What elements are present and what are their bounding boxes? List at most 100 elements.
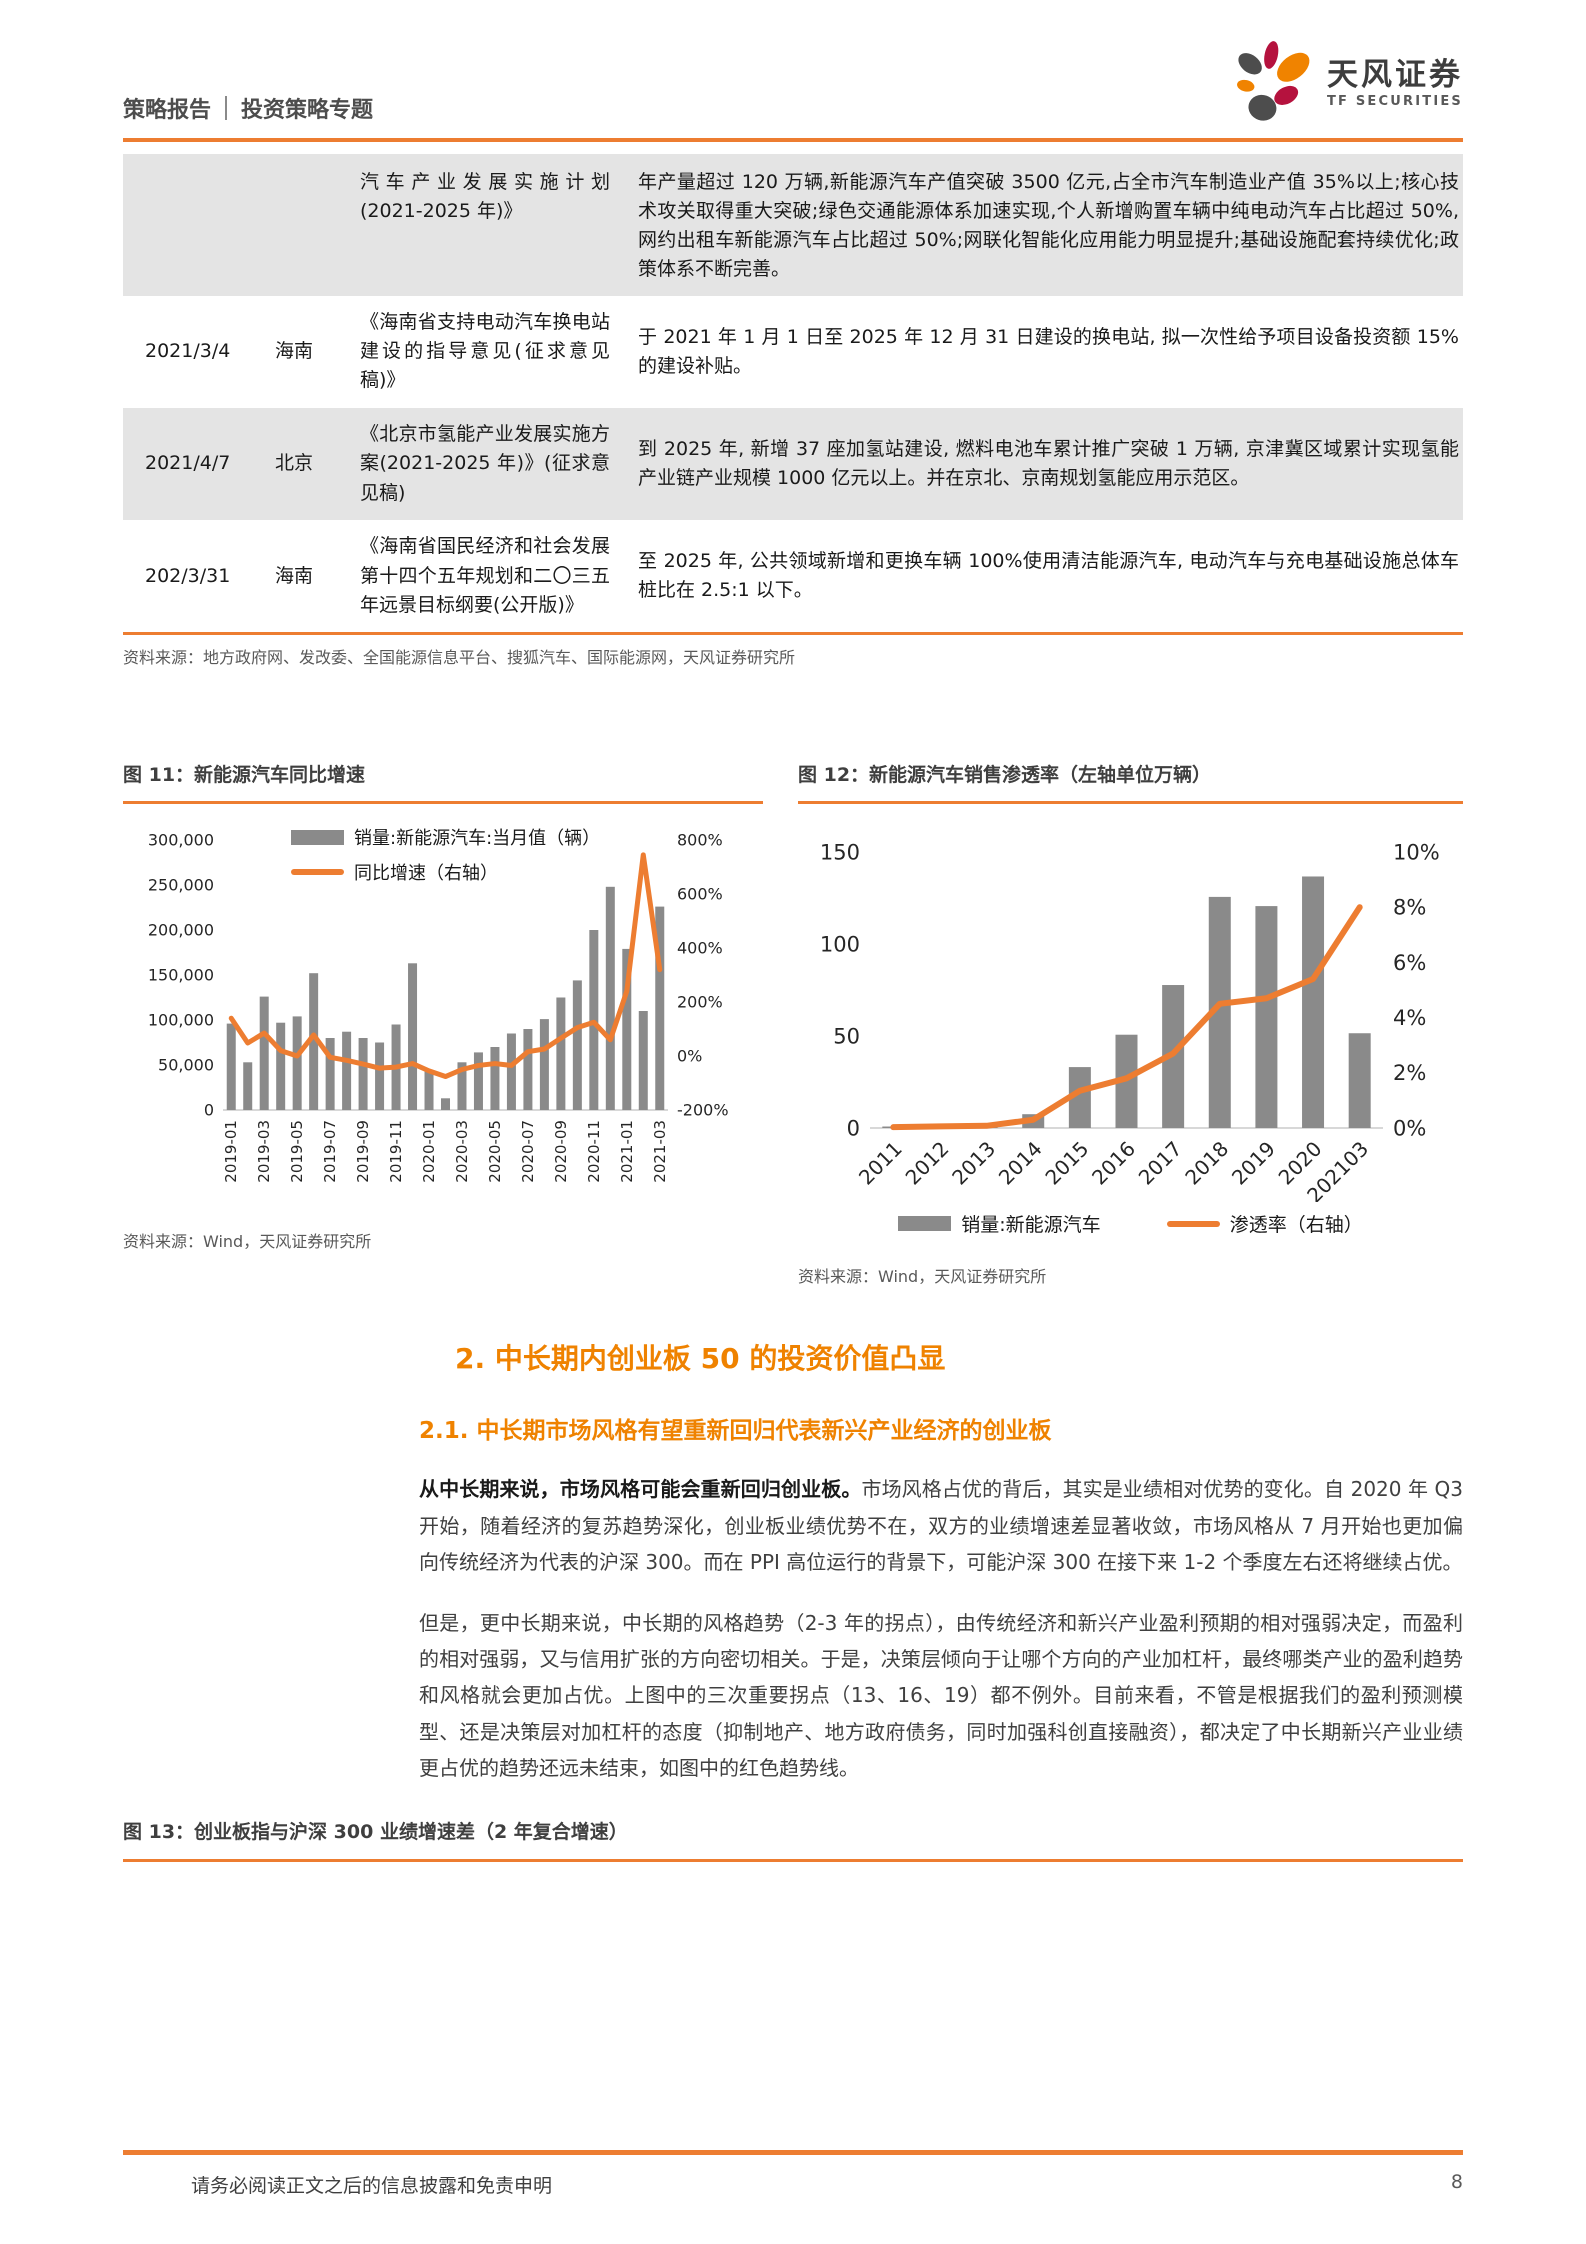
svg-text:200,000: 200,000	[148, 921, 214, 940]
svg-text:2%: 2%	[1393, 1062, 1426, 1086]
figure11-legend: 销量:新能源汽车:当月值（辆） 同比增速（右轴）	[291, 824, 600, 885]
legend-label: 渗透率（右轴）	[1229, 1214, 1363, 1237]
figure11-source: 资料来源：Wind，天风证券研究所	[123, 1232, 372, 1252]
paragraph-1-lead: 从中长期来说，市场风格可能会重新回归创业板。	[419, 1477, 862, 1502]
svg-text:2019-05: 2019-05	[288, 1120, 306, 1183]
svg-text:2019-11: 2019-11	[387, 1120, 405, 1183]
svg-text:2015: 2015	[1040, 1137, 1093, 1190]
svg-text:50,000: 50,000	[158, 1056, 214, 1075]
svg-text:4%: 4%	[1393, 1006, 1426, 1030]
svg-text:2019-09: 2019-09	[354, 1120, 372, 1183]
svg-text:0: 0	[847, 1117, 860, 1141]
svg-text:0%: 0%	[677, 1047, 702, 1066]
svg-text:300,000: 300,000	[148, 831, 214, 850]
page-footer: 请务必阅读正文之后的信息披露和免责申明 8	[123, 2150, 1463, 2198]
policy-detail: 到 2025 年, 新增 37 座加氢站建设, 燃料电池车累计推广突破 1 万辆…	[638, 438, 1459, 489]
figure11-chart-area: 0 50,000 100,000 150,000 200,000 250,000 300,0…	[123, 810, 763, 1202]
paragraph-1: 从中长期来说，市场风格可能会重新回归创业板。市场风格占优的背后，其实是业绩相对优…	[419, 1471, 1463, 1580]
legend-label: 销量:新能源汽车:当月值（辆）	[354, 828, 601, 850]
page-number: 8	[1450, 2171, 1463, 2193]
svg-text:2017: 2017	[1134, 1137, 1187, 1190]
bar-swatch	[898, 1216, 952, 1232]
policy-table: 汽车产业发展实施计划(2021-2025 年)》 年产量超过 120 万辆,新能…	[123, 154, 1463, 636]
brand-name-cn: 天风证券	[1326, 57, 1463, 94]
svg-text:10%: 10%	[1393, 841, 1440, 865]
svg-text:250,000: 250,000	[148, 876, 214, 895]
svg-text:100,000: 100,000	[148, 1011, 214, 1030]
policy-date	[123, 154, 255, 178]
figure-12: 图 12：新能源汽车销售渗透率（左轴单位万辆） 0 50 100 150 0% 2% 4% 6…	[798, 760, 1463, 1287]
table-source: 资料来源：地方政府网、发改委、全国能源信息平台、搜狐汽车、国际能源网，天风证券研…	[123, 648, 796, 668]
report-topic: 投资策略专题	[241, 98, 374, 123]
figure12-source: 资料来源：Wind，天风证券研究所	[798, 1267, 1047, 1287]
tf-securities-logo: 天风证券 TF SECURITIES	[1229, 40, 1463, 128]
page-header: 策略报告 投资策略专题 天风证券 TF SECURITIES	[123, 0, 1463, 142]
svg-text:400%: 400%	[677, 939, 723, 958]
table-row: 汽车产业发展实施计划(2021-2025 年)》 年产量超过 120 万辆,新能…	[123, 154, 1463, 296]
figure-11: 图 11：新能源汽车同比增速 0 50,000 100,000 150,000 200,…	[123, 760, 763, 1287]
svg-text:2019-07: 2019-07	[321, 1120, 339, 1183]
svg-text:6%: 6%	[1393, 951, 1426, 975]
svg-text:2020-05: 2020-05	[486, 1120, 504, 1183]
policy-region: 海南	[275, 564, 314, 587]
svg-text:2014: 2014	[994, 1137, 1047, 1190]
line-swatch	[1166, 1220, 1220, 1227]
svg-text:0%: 0%	[1393, 1117, 1426, 1141]
section-heading: 2. 中长期内创业板 50 的投资价值凸显	[455, 1342, 946, 1376]
svg-text:2019: 2019	[1227, 1137, 1280, 1190]
figure13-caption: 图 13：创业板指与沪深 300 业绩增速差（2 年复合增速）	[123, 1817, 1463, 1862]
policy-region: 北京	[275, 452, 314, 475]
svg-text:8%: 8%	[1393, 896, 1426, 920]
figure12-chart: 0501001500%2%4%6%8%10%201120122013201420…	[820, 841, 1440, 1208]
table-row: 2021/3/4 海南 《海南省支持电动汽车换电站建设的指导意见(征求意见稿)》…	[123, 296, 1463, 408]
svg-text:2018: 2018	[1180, 1137, 1233, 1190]
line-swatch	[291, 869, 344, 876]
paragraph-1-body: 市场风格占优的背后，其实是业绩相对优势的变化。自 2020 年 Q3 开始，随着…	[419, 1477, 1464, 1575]
svg-text:50: 50	[833, 1025, 860, 1049]
policy-detail: 至 2025 年, 公共领域新增和更换车辆 100%使用清洁能源汽车, 电动汽车…	[638, 550, 1459, 602]
legend-label: 同比增速（右轴）	[354, 863, 498, 885]
policy-date: 202/3/31	[145, 564, 231, 587]
svg-text:2021-03: 2021-03	[651, 1120, 669, 1183]
svg-text:2013: 2013	[947, 1137, 1000, 1190]
separator-bar	[225, 96, 228, 120]
svg-text:2012: 2012	[901, 1137, 954, 1190]
svg-text:800%: 800%	[677, 831, 723, 850]
figure11-chart: 0 50,000 100,000 150,000 200,000 250,000 300,0…	[148, 831, 729, 1183]
subsection-heading: 2.1. 中长期市场风格有望重新回归代表新兴产业经济的创业板	[419, 1418, 1052, 1445]
svg-text:2021-01: 2021-01	[618, 1120, 636, 1183]
svg-text:2016: 2016	[1087, 1137, 1140, 1190]
svg-text:2020-01: 2020-01	[420, 1120, 438, 1183]
policy-title: 《海南省支持电动汽车换电站建设的指导意见(征求意见稿)》	[360, 310, 610, 392]
figure12-chart-area: 0 50 100 150 0% 2% 4% 6% 8% 10% 2011 2012 2013 2014 20…	[798, 810, 1463, 1237]
svg-text:2020-07: 2020-07	[519, 1120, 537, 1183]
policy-title: 《海南省国民经济和社会发展第十四个五年规划和二〇三五年远景目标纲要(公开版)》	[360, 535, 610, 616]
policy-date: 2021/4/7	[145, 452, 231, 475]
svg-text:600%: 600%	[677, 885, 723, 904]
table-row: 202/3/31 海南 《海南省国民经济和社会发展第十四个五年规划和二〇三五年远…	[123, 520, 1463, 632]
figure12-caption: 图 12：新能源汽车销售渗透率（左轴单位万辆）	[798, 760, 1463, 805]
svg-text:2019-03: 2019-03	[255, 1120, 273, 1183]
svg-text:100: 100	[820, 933, 860, 957]
svg-text:200%: 200%	[677, 993, 723, 1012]
table-row: 2021/4/7 北京 《北京市氢能产业发展实施方案(2021-2025 年)》…	[123, 407, 1463, 521]
report-category: 策略报告	[123, 98, 212, 123]
policy-title: 《北京市氢能产业发展实施方案(2021-2025 年)》(征求意见稿)	[360, 422, 610, 504]
svg-text:2020-11: 2020-11	[585, 1120, 603, 1183]
svg-text:150: 150	[820, 841, 860, 865]
svg-text:150,000: 150,000	[148, 966, 214, 985]
footer-disclaimer: 请务必阅读正文之后的信息披露和免责申明	[191, 2175, 553, 2197]
paragraph-2: 但是，更中长期来说，中长期的风格趋势（2-3 年的拐点），由传统经济和新兴产业盈…	[419, 1610, 1463, 1781]
svg-text:2019-01: 2019-01	[222, 1120, 240, 1183]
policy-detail: 年产量超过 120 万辆,新能源汽车产值突破 3500 亿元,占全市汽车制造业产…	[638, 171, 1459, 280]
policy-detail: 于 2021 年 1 月 1 日至 2025 年 12 月 31 日建设的换电站…	[638, 325, 1459, 377]
brand-name-en: TF SECURITIES	[1326, 94, 1463, 110]
tf-flower-icon	[1237, 41, 1310, 121]
policy-date: 2021/3/4	[145, 339, 231, 362]
svg-text:0: 0	[204, 1101, 214, 1120]
svg-text:-200%: -200%	[677, 1101, 729, 1120]
legend-label: 销量:新能源汽车	[961, 1214, 1101, 1237]
report-type: 策略报告 投资策略专题	[123, 92, 373, 128]
policy-region: 海南	[275, 339, 314, 362]
